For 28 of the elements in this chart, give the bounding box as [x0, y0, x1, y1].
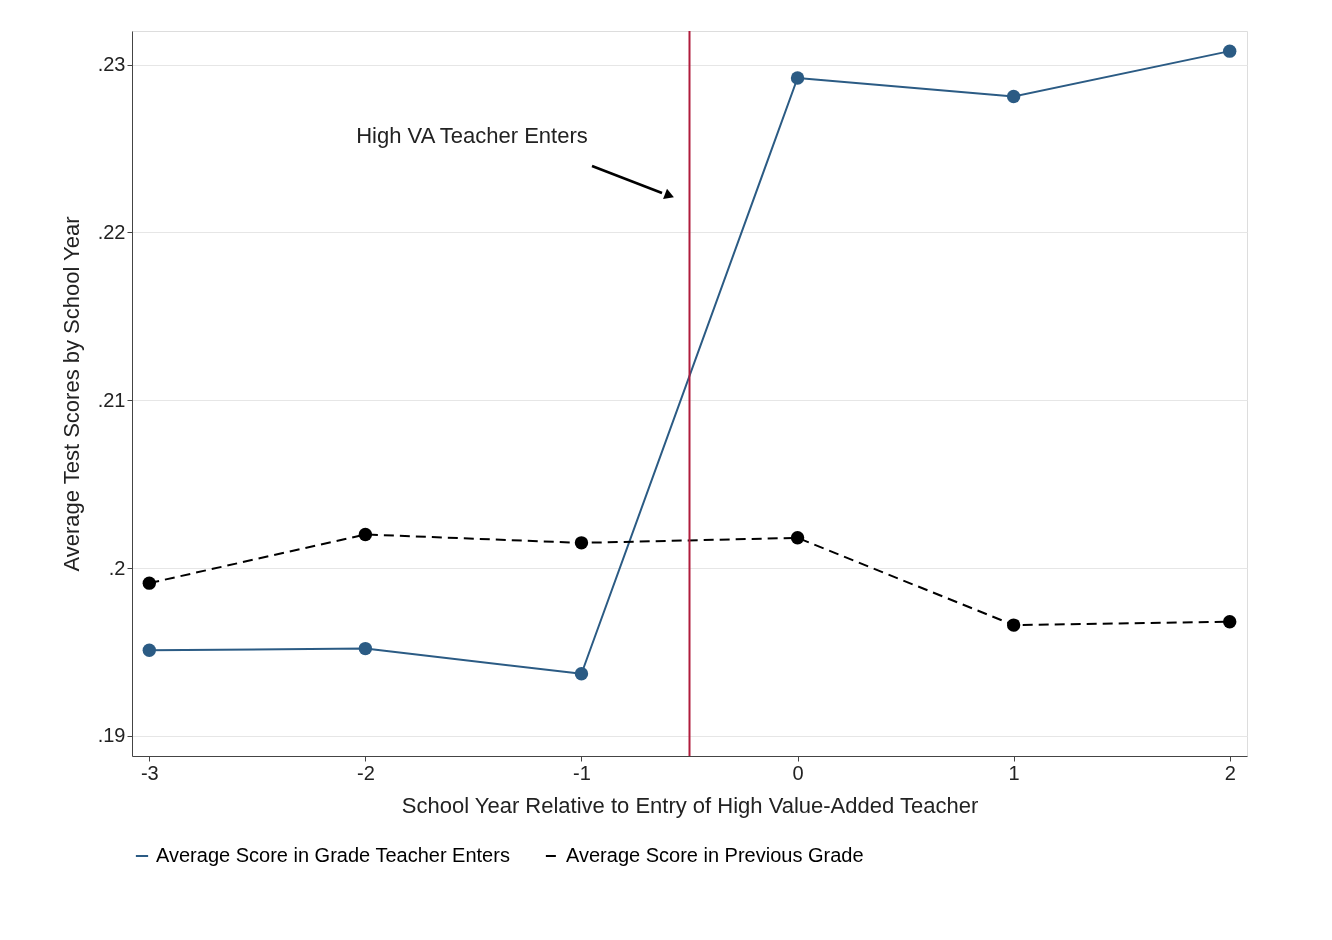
point [790, 71, 805, 85]
x-tick-label: -1 [573, 761, 591, 784]
x-axis-title: School Year Relative to Entry of High Value-Added Teacher [401, 792, 979, 818]
y-tick-label: .2 [108, 556, 126, 579]
point [1006, 618, 1021, 632]
x-tick-label: 2 [1224, 761, 1236, 784]
point [574, 667, 589, 681]
y-tick-label: .23 [97, 53, 126, 76]
annotation: High VA Teacher Enters [356, 123, 588, 148]
y-tick-label: .22 [97, 220, 126, 243]
y-tick-label: .19 [97, 724, 126, 747]
point [358, 527, 373, 542]
point [1006, 89, 1021, 104]
y-axis-title: Average Test Scores by School Year [58, 216, 84, 572]
point [358, 641, 373, 656]
point [574, 536, 589, 550]
x-tick-label: 0 [792, 761, 804, 784]
legend-label: Average Score in Previous Grade [566, 844, 864, 866]
x-tick-label: 1 [1008, 761, 1020, 784]
y-tick-label: .21 [97, 388, 126, 411]
point [142, 643, 156, 657]
point [790, 531, 805, 545]
x-tick-label: -3 [140, 761, 159, 784]
point [1223, 44, 1237, 58]
legend-label: Average Score in Grade Teacher Enters [156, 844, 510, 866]
point [142, 576, 156, 590]
point [1223, 615, 1237, 629]
x-tick-label: -2 [356, 761, 375, 784]
